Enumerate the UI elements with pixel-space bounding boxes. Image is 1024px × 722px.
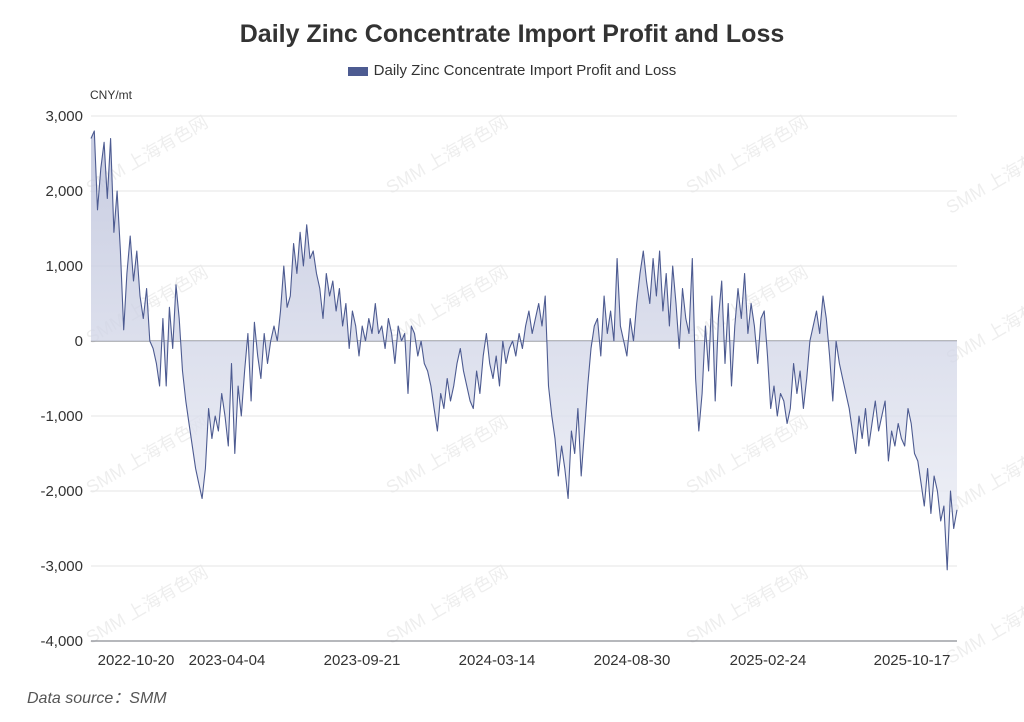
y-tick-label: 2,000 [45,183,83,200]
watermark-text: SMM 上海有色网 [683,112,812,198]
x-tick-label: 2025-10-17 [874,652,951,669]
watermark-text: SMM 上海有色网 [383,562,512,648]
x-tick-label: 2024-03-14 [459,652,536,669]
y-tick-label: -1,000 [40,408,83,425]
watermark-text: SMM 上海有色网 [383,112,512,198]
watermark-text: SMM 上海有色网 [683,412,812,498]
y-tick-label: 1,000 [45,258,83,275]
y-axis-unit: CNY/mt [90,88,132,102]
watermark-text: SMM 上海有色网 [83,562,212,648]
x-tick-label: 2024-08-30 [594,652,671,669]
watermark-text: SMM 上海有色网 [683,562,812,648]
watermark-text: SMM 上海有色网 [383,262,512,348]
x-tick-label: 2025-02-24 [730,652,807,669]
watermark-text: SMM 上海有色网 [943,582,1024,668]
y-tick-label: -2,000 [40,483,83,500]
y-tick-label: -3,000 [40,558,83,575]
watermark-text: SMM 上海有色网 [383,412,512,498]
x-tick-label: 2023-04-04 [189,652,266,669]
series-area [91,131,957,570]
x-tick-label: 2022-10-20 [98,652,175,669]
y-tick-label: -4,000 [40,633,83,650]
series-line [90,130,958,571]
y-tick-label: 3,000 [45,108,83,125]
legend-swatch-icon [347,66,368,76]
watermark-text: SMM 上海有色网 [943,132,1024,218]
y-tick-label: 0 [75,333,83,350]
legend-label: Daily Zinc Concentrate Import Profit and… [373,62,677,79]
data-source: Data source：SMM [27,690,167,707]
chart-title: Daily Zinc Concentrate Import Profit and… [239,20,785,48]
chart-legend[interactable]: Daily Zinc Concentrate Import Profit and… [0,62,1024,79]
x-tick-label: 2023-09-21 [324,652,401,669]
